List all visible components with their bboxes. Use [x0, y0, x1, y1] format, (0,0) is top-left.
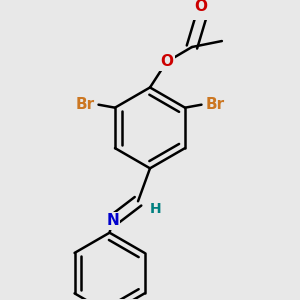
Text: O: O [194, 0, 207, 14]
Text: Br: Br [206, 97, 224, 112]
Text: H: H [150, 202, 162, 216]
Text: O: O [160, 55, 173, 70]
Text: N: N [106, 213, 119, 228]
Text: Br: Br [76, 97, 94, 112]
